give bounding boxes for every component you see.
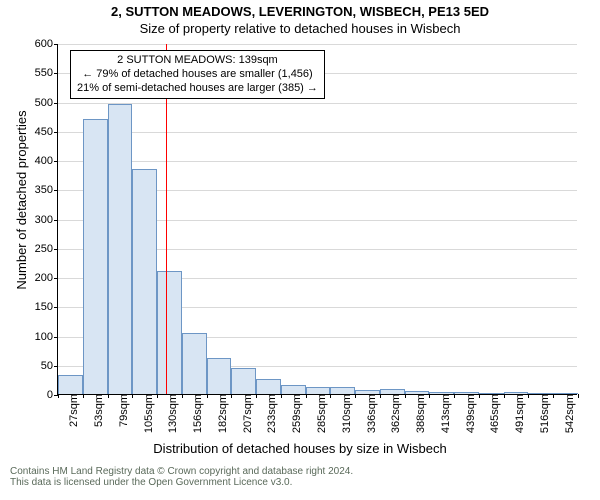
annotation-line: ← 79% of detached houses are smaller (1,… <box>77 68 318 82</box>
copyright-notice: Contains HM Land Registry data © Crown c… <box>0 466 600 488</box>
histogram-bar <box>182 333 207 394</box>
x-tick-label: 310sqm <box>339 394 353 433</box>
histogram-bar <box>207 358 232 394</box>
x-tick-label: 207sqm <box>240 394 254 433</box>
x-tick-mark <box>157 394 158 398</box>
x-tick-mark <box>405 394 406 398</box>
x-tick-mark <box>528 394 529 398</box>
x-tick-label: 542sqm <box>562 394 576 433</box>
y-tick-label: 250 <box>35 243 58 255</box>
x-tick-mark <box>231 394 232 398</box>
x-tick-mark <box>578 394 579 398</box>
x-tick-mark <box>330 394 331 398</box>
histogram-bar <box>58 375 83 394</box>
histogram-bar <box>281 385 306 394</box>
x-tick-mark <box>207 394 208 398</box>
grid-line <box>58 161 577 162</box>
chart-title-main: 2, SUTTON MEADOWS, LEVERINGTON, WISBECH,… <box>0 4 600 19</box>
x-tick-mark <box>281 394 282 398</box>
grid-line <box>58 103 577 104</box>
x-tick-mark <box>479 394 480 398</box>
x-tick-mark <box>504 394 505 398</box>
annotation-box: 2 SUTTON MEADOWS: 139sqm← 79% of detache… <box>70 50 325 99</box>
y-tick-label: 100 <box>35 331 58 343</box>
x-tick-mark <box>256 394 257 398</box>
x-tick-mark <box>132 394 133 398</box>
x-tick-label: 182sqm <box>215 394 229 433</box>
x-tick-label: 53sqm <box>91 394 105 427</box>
x-tick-mark <box>306 394 307 398</box>
x-tick-mark <box>355 394 356 398</box>
x-tick-label: 233sqm <box>264 394 278 433</box>
x-tick-mark <box>182 394 183 398</box>
x-tick-label: 362sqm <box>388 394 402 433</box>
y-tick-label: 500 <box>35 97 58 109</box>
x-tick-mark <box>83 394 84 398</box>
x-tick-mark <box>429 394 430 398</box>
y-tick-label: 600 <box>35 38 58 50</box>
y-tick-label: 50 <box>41 360 58 372</box>
x-tick-label: 105sqm <box>141 394 155 433</box>
grid-line <box>58 44 577 45</box>
x-tick-mark <box>454 394 455 398</box>
x-tick-mark <box>380 394 381 398</box>
x-tick-label: 439sqm <box>463 394 477 433</box>
histogram-bar <box>231 368 256 394</box>
histogram-bar <box>132 169 157 394</box>
y-tick-label: 350 <box>35 184 58 196</box>
histogram-bar <box>157 271 182 394</box>
x-tick-label: 79sqm <box>116 394 130 427</box>
annotation-line: 2 SUTTON MEADOWS: 139sqm <box>77 54 318 68</box>
histogram-bar <box>256 379 281 394</box>
y-tick-label: 300 <box>35 214 58 226</box>
x-tick-label: 516sqm <box>537 394 551 433</box>
x-tick-label: 465sqm <box>487 394 501 433</box>
y-tick-label: 450 <box>35 126 58 138</box>
x-tick-label: 285sqm <box>314 394 328 433</box>
x-tick-mark <box>553 394 554 398</box>
y-tick-label: 200 <box>35 272 58 284</box>
x-tick-mark <box>108 394 109 398</box>
x-tick-label: 259sqm <box>289 394 303 433</box>
y-tick-label: 0 <box>47 389 58 401</box>
grid-line <box>58 132 577 133</box>
histogram-bar <box>108 104 133 394</box>
histogram-bar <box>83 119 108 394</box>
x-axis-label: Distribution of detached houses by size … <box>0 441 600 456</box>
x-tick-label: 156sqm <box>190 394 204 433</box>
x-tick-label: 336sqm <box>364 394 378 433</box>
histogram-bar <box>306 387 331 394</box>
annotation-line: 21% of semi-detached houses are larger (… <box>77 82 318 96</box>
y-tick-label: 400 <box>35 155 58 167</box>
x-tick-label: 130sqm <box>165 394 179 433</box>
histogram-bar <box>330 387 355 394</box>
x-tick-label: 388sqm <box>413 394 427 433</box>
y-tick-label: 550 <box>35 67 58 79</box>
x-tick-mark <box>58 394 59 398</box>
y-tick-label: 150 <box>35 301 58 313</box>
y-axis-label: Number of detached properties <box>14 50 29 350</box>
x-tick-label: 27sqm <box>66 394 80 427</box>
chart-title-sub: Size of property relative to detached ho… <box>0 21 600 36</box>
x-tick-label: 413sqm <box>438 394 452 433</box>
x-tick-label: 491sqm <box>512 394 526 433</box>
